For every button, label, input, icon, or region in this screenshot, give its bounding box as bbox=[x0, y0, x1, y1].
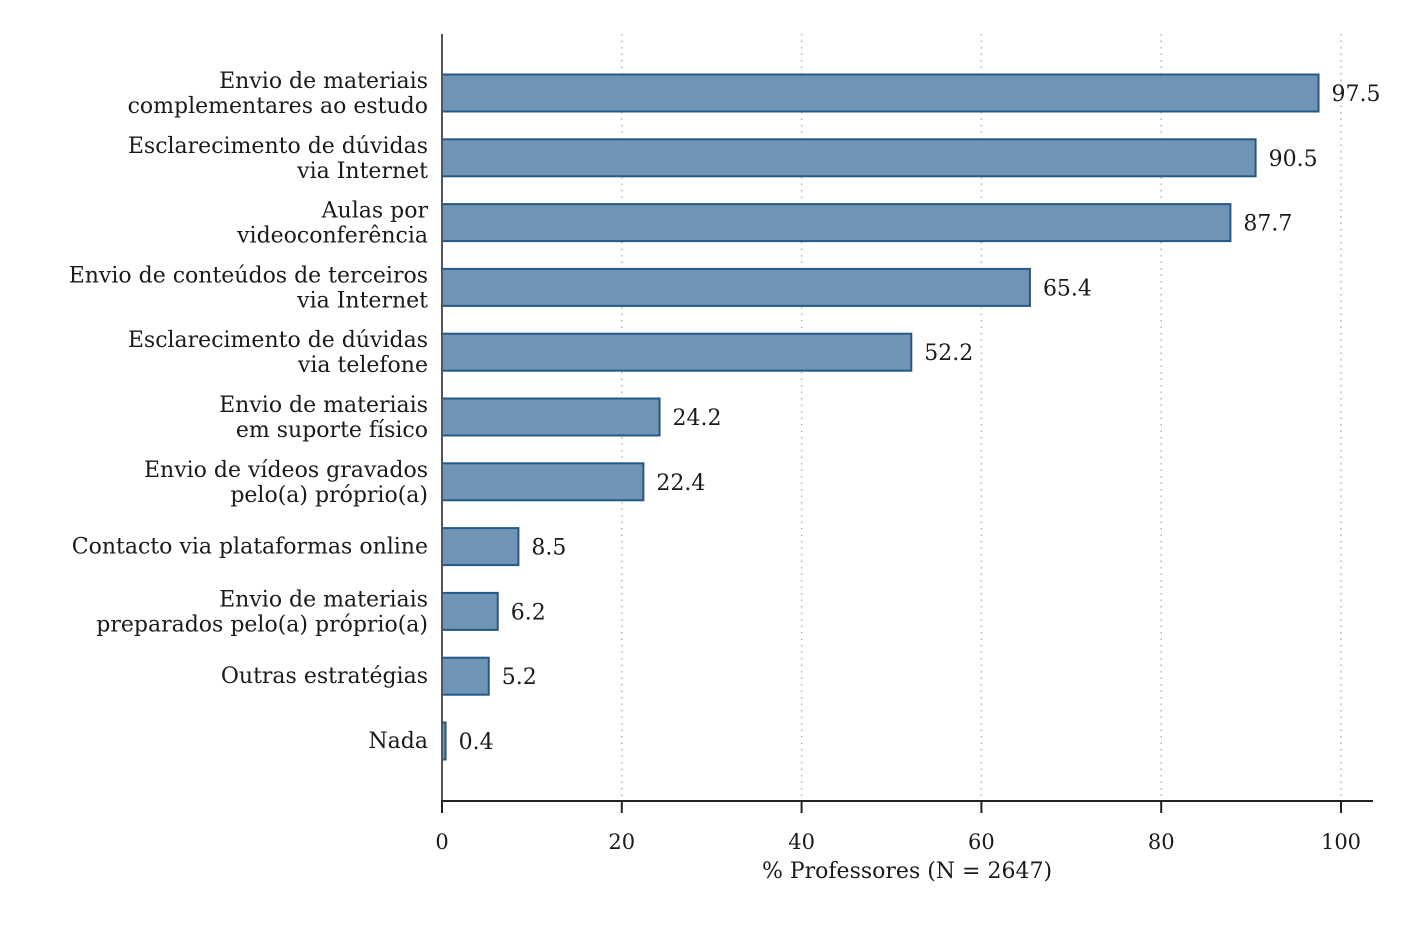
value-labels: 97.5 90.5 87.7 65.4 52.2 24.2 22.4 8.5 6.2 5.2 0.4 bbox=[459, 82, 1381, 755]
bar-4 bbox=[441, 332, 913, 372]
category-label-3: Envio de conteúdos de terceiros via Inter… bbox=[69, 263, 428, 313]
category-label-7: Contacto via plataformas online bbox=[72, 535, 428, 560]
value-label-8: 6.2 bbox=[511, 600, 546, 625]
value-label-4: 52.2 bbox=[924, 341, 973, 366]
value-label-1: 90.5 bbox=[1269, 147, 1318, 172]
bar-0 bbox=[441, 73, 1320, 113]
category-label-8: Envio de materiais preparados pelo(a) pró… bbox=[96, 587, 428, 637]
category-label-6: Envio de vídeos gravados pelo(a) próprio(… bbox=[144, 458, 428, 508]
category-label-2: Aulas por videoconferência bbox=[236, 199, 428, 249]
value-label-2: 87.7 bbox=[1243, 212, 1292, 237]
x-tick-label-80: 80 bbox=[1148, 830, 1175, 854]
bar-3 bbox=[441, 267, 1031, 307]
value-label-3: 65.4 bbox=[1043, 276, 1092, 301]
bar-5 bbox=[441, 397, 661, 437]
category-label-5: Envio de materiais em suporte físico bbox=[219, 393, 428, 443]
category-label-9: Outras estratégias bbox=[221, 664, 428, 689]
bars bbox=[441, 73, 1320, 761]
x-tick-label-60: 60 bbox=[968, 830, 995, 854]
category-label-0: Envio de materiais complementares ao estu… bbox=[128, 69, 428, 119]
category-label-10: Nada bbox=[368, 729, 428, 754]
value-label-10: 0.4 bbox=[459, 730, 494, 755]
bar-9 bbox=[441, 656, 490, 696]
value-label-6: 22.4 bbox=[656, 471, 705, 496]
value-label-9: 5.2 bbox=[502, 665, 537, 690]
axes: 0 20 40 60 80 100 bbox=[435, 34, 1373, 854]
x-tick-label-100: 100 bbox=[1321, 830, 1361, 854]
bar-6 bbox=[441, 462, 645, 502]
value-label-0: 97.5 bbox=[1332, 82, 1381, 107]
category-labels: Envio de materiais complementares ao estu… bbox=[69, 69, 429, 754]
x-tick-label-40: 40 bbox=[788, 830, 815, 854]
bar-1 bbox=[441, 138, 1257, 178]
bar-8 bbox=[441, 591, 499, 631]
value-label-7: 8.5 bbox=[531, 536, 566, 561]
x-tick-label-0: 0 bbox=[435, 830, 448, 854]
bar-7 bbox=[441, 527, 520, 567]
x-tick-label-20: 20 bbox=[608, 830, 635, 854]
category-label-1: Esclarecimento de dúvidas via Internet bbox=[128, 134, 428, 184]
x-axis-title: % Professores (N = 2647) bbox=[762, 859, 1052, 884]
bar-2 bbox=[441, 203, 1232, 243]
value-label-5: 24.2 bbox=[673, 406, 722, 431]
category-label-4: Esclarecimento de dúvidas via telefone bbox=[128, 328, 428, 378]
